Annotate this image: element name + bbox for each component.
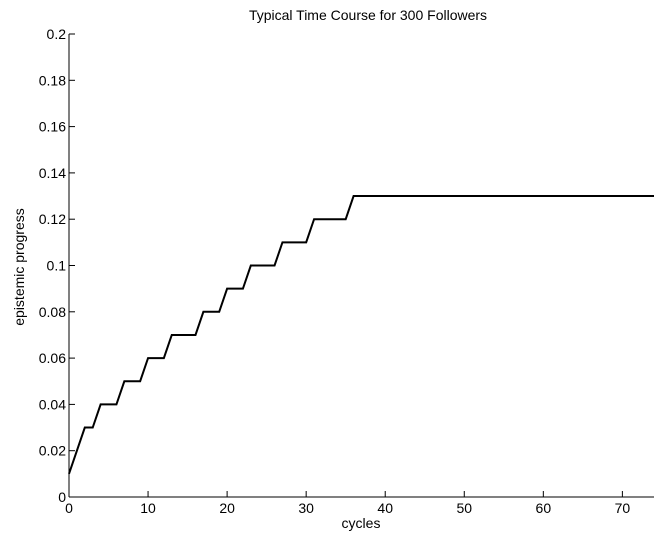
y-axis-label: epistemic progress xyxy=(11,208,27,326)
y-tick-label: 0.16 xyxy=(39,119,66,135)
x-tick-label: 0 xyxy=(65,500,73,516)
y-tick-label: 0.12 xyxy=(39,211,66,227)
axis-ticks xyxy=(68,33,623,498)
y-tick-label: 0.02 xyxy=(39,443,66,459)
y-tick-label: 0.2 xyxy=(47,26,67,42)
series-line xyxy=(68,195,654,475)
x-tick-label: 60 xyxy=(536,500,552,516)
x-tick-label: 50 xyxy=(456,500,472,516)
y-tick-label: 0.08 xyxy=(39,304,66,320)
y-tick-label: 0.1 xyxy=(47,258,67,274)
chart-title: Typical Time Course for 300 Followers xyxy=(249,7,487,23)
y-tick-label: 0 xyxy=(58,489,66,505)
x-tick-label: 10 xyxy=(140,500,156,516)
x-tick-label: 20 xyxy=(219,500,235,516)
y-tick-label: 0.14 xyxy=(39,165,66,181)
x-axis-label: cycles xyxy=(342,515,381,531)
y-tick-label: 0.06 xyxy=(39,350,66,366)
x-tick-label: 70 xyxy=(615,500,631,516)
y-tick-label: 0.18 xyxy=(39,72,66,88)
x-tick-label: 30 xyxy=(298,500,314,516)
tick-labels: 0 10 20 30 40 50 60 70 0 0.02 0.04 0.06 0.08 0.1 0.12 0… xyxy=(39,26,631,516)
x-tick-label: 40 xyxy=(377,500,393,516)
y-tick-label: 0.04 xyxy=(39,396,66,412)
